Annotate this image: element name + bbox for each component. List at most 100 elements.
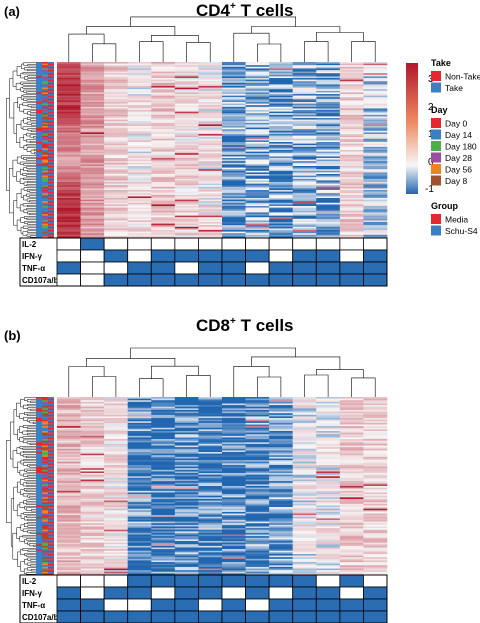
heatmap-cell [339, 214, 364, 216]
row-dendrogram-branch [26, 572, 36, 575]
heatmap-cell [339, 494, 364, 497]
heatmap-cell [363, 418, 388, 420]
heatmap-cell [151, 206, 176, 208]
heatmap-cell [104, 180, 129, 183]
heatmap-cell [174, 68, 199, 71]
heatmap-cell [127, 132, 152, 135]
annotation-cell [42, 140, 48, 143]
annotation-cell [48, 442, 54, 445]
row-dendrogram-branch [34, 152, 36, 155]
heatmap-cell [222, 398, 246, 401]
heatmap-cell [151, 486, 176, 488]
heatmap-cell [339, 167, 364, 170]
row-dendrogram-branch [22, 86, 36, 89]
heatmap-cell [151, 186, 176, 189]
heatmap-cell [127, 571, 152, 574]
heatmap-cell [292, 439, 317, 441]
annotation-cell [36, 233, 42, 236]
heatmap-cell [292, 435, 317, 438]
heatmap-cell [80, 566, 105, 569]
heatmap-cell [57, 74, 81, 77]
annotation-cell [36, 119, 42, 122]
heatmap-cell [363, 90, 388, 93]
heatmap-cell [292, 452, 317, 454]
heatmap-cell [198, 121, 223, 124]
heatmap-cell [269, 191, 294, 194]
heatmap-cell [151, 218, 176, 221]
heatmap-cell [198, 473, 223, 475]
heatmap-cell [151, 453, 176, 456]
heatmap-cell [80, 508, 105, 511]
heatmap-cell [316, 518, 341, 521]
annotation-cell [36, 552, 42, 555]
annotation-cell [42, 453, 48, 456]
heatmap-cell [151, 437, 176, 440]
heatmap-cell [292, 490, 317, 493]
heatmap-cell [339, 94, 364, 96]
heatmap-cell [80, 405, 105, 408]
heatmap-cell [174, 541, 199, 543]
heatmap-cell [80, 524, 105, 527]
heatmap-cell [198, 196, 223, 199]
heatmap-cell [57, 518, 81, 521]
heatmap-cell [127, 482, 152, 485]
heatmap-cell [80, 156, 105, 159]
heatmap-cell [292, 114, 317, 117]
annotation-cell [42, 153, 48, 156]
annotation-cell [42, 138, 48, 141]
heatmap-cell [174, 198, 199, 200]
heatmap-cell [339, 473, 364, 475]
annotation-cell [36, 405, 42, 408]
heatmap-cell [245, 210, 270, 213]
heatmap-cell [222, 87, 246, 90]
heatmap-cell [245, 114, 270, 117]
annotation-cell [42, 553, 48, 556]
heatmap-cell [198, 435, 223, 438]
annotation-cell [42, 536, 48, 539]
row-dendrogram-branch [25, 489, 36, 492]
heatmap-cell [339, 557, 364, 560]
heatmap-cell [80, 557, 105, 560]
heatmap-cell [57, 507, 81, 509]
heatmap-cell [151, 87, 176, 90]
heatmap-cell [245, 110, 270, 112]
heatmap-cell [104, 154, 129, 157]
annotation-cell [48, 150, 54, 152]
annotation-cell [42, 411, 48, 414]
heatmap-cell [363, 159, 388, 162]
heatmap-cell [292, 541, 317, 543]
heatmap-cell [363, 127, 388, 130]
heatmap-cell [363, 84, 388, 87]
heatmap-cell [174, 519, 199, 522]
heatmap-cell [174, 537, 199, 540]
heatmap-cell [174, 74, 199, 77]
heatmap-cell [151, 172, 176, 175]
heatmap-cell [316, 497, 341, 500]
annotation-cell [36, 135, 42, 138]
heatmap-cell [57, 429, 81, 432]
heatmap-cell [339, 70, 364, 72]
heatmap-cell [174, 116, 199, 119]
heatmap-cell [80, 132, 105, 135]
heatmap-cell [292, 207, 317, 210]
heatmap-cell [316, 550, 341, 553]
heatmap-cell [127, 464, 152, 467]
annotation-cell [42, 568, 48, 571]
heatmap-cell [127, 492, 152, 495]
heatmap-cell [222, 74, 246, 77]
heatmap-cell [151, 198, 176, 200]
heatmap-cell [339, 206, 364, 208]
annotation-cell [48, 175, 54, 178]
heatmap-cell [104, 124, 129, 127]
heatmap-cell [174, 409, 199, 412]
heatmap-cell [363, 419, 388, 422]
heatmap-cell [57, 196, 81, 199]
heatmap-cell [292, 159, 317, 162]
heatmap-cell [174, 113, 199, 116]
annotation-cell [42, 118, 48, 120]
heatmap-cell [245, 542, 270, 545]
heatmap-cell [198, 90, 223, 93]
heatmap-cell [174, 558, 199, 561]
heatmap-cell [292, 398, 317, 401]
